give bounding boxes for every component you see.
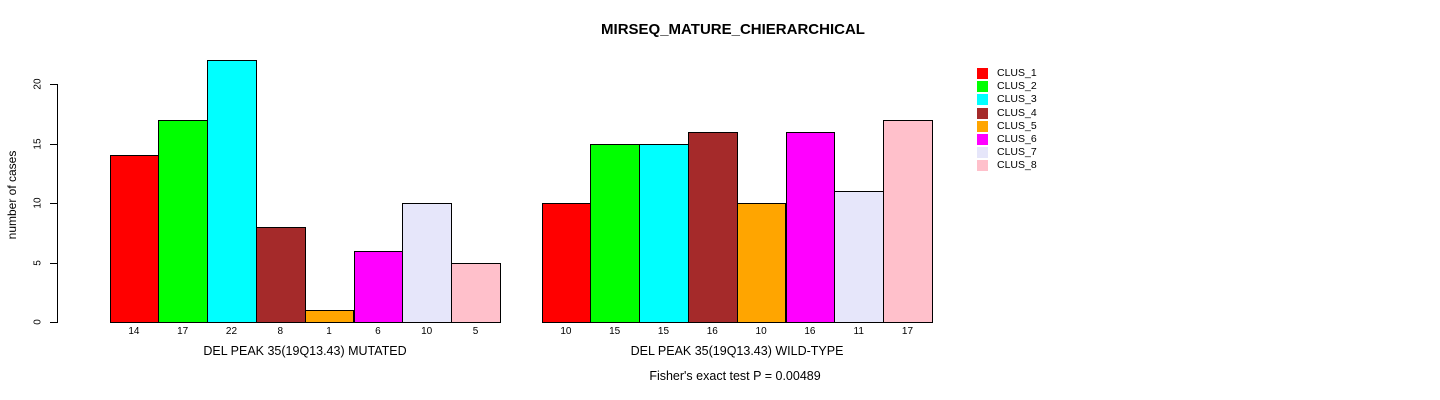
y-tick-label: 10 xyxy=(32,197,44,209)
bar xyxy=(207,60,257,323)
legend-label: CLUS_8 xyxy=(997,159,1037,172)
bar-value-label: 16 xyxy=(804,326,816,337)
legend-swatch xyxy=(977,81,988,93)
bar-value-label: 5 xyxy=(472,326,479,337)
y-axis-title: number of cases xyxy=(5,150,19,240)
legend-label: CLUS_3 xyxy=(997,93,1037,106)
bar xyxy=(834,191,885,323)
legend-label: CLUS_4 xyxy=(997,106,1037,119)
footer-annotation: Fisher's exact test P = 0.00489 xyxy=(649,369,821,383)
legend-label: CLUS_6 xyxy=(997,133,1037,145)
bar xyxy=(785,131,836,323)
bar xyxy=(590,143,641,323)
bar-value-label: 10 xyxy=(560,326,572,337)
bar xyxy=(353,250,404,323)
bar xyxy=(883,119,933,323)
bar xyxy=(255,226,306,323)
bar-value-label: 10 xyxy=(755,326,767,337)
group-axis-label-wildtype: DEL PEAK 35(19Q13.43) WILD-TYPE xyxy=(630,344,844,358)
legend-label: CLUS_2 xyxy=(997,80,1037,93)
bar xyxy=(451,262,501,323)
y-axis-tick xyxy=(50,262,57,264)
legend-swatch xyxy=(977,134,988,145)
legend-swatch xyxy=(977,94,988,106)
legend-swatch xyxy=(977,107,988,119)
bar xyxy=(158,119,209,323)
bar-value-label: 8 xyxy=(277,326,284,337)
bar xyxy=(402,203,453,323)
y-axis xyxy=(57,84,58,323)
y-tick-label: 15 xyxy=(32,137,44,150)
y-axis-tick xyxy=(50,203,57,204)
bar-value-label: 17 xyxy=(901,326,914,337)
bar xyxy=(541,203,592,323)
bar-value-label: 15 xyxy=(609,326,621,337)
legend-swatch xyxy=(977,147,988,159)
legend-swatch xyxy=(977,120,988,132)
legend-label: CLUS_1 xyxy=(997,67,1037,79)
group-axis-label-mutated: DEL PEAK 35(19Q13.43) MUTATED xyxy=(203,344,407,358)
y-axis-tick xyxy=(50,322,57,323)
bar-value-label: 10 xyxy=(421,326,433,337)
bar xyxy=(736,203,787,323)
y-axis-tick xyxy=(50,84,57,85)
legend-swatch xyxy=(977,160,988,172)
chart-title: MIRSEQ_MATURE_CHIERARCHICAL xyxy=(601,21,865,38)
y-tick-label: 20 xyxy=(32,78,44,90)
bar xyxy=(687,131,738,323)
y-axis-tick xyxy=(50,143,57,145)
legend-label: CLUS_7 xyxy=(997,146,1037,159)
bar-value-label: 1 xyxy=(326,326,332,337)
bar-value-label: 11 xyxy=(853,326,864,337)
bar-value-label: 6 xyxy=(375,326,381,337)
bar-value-label: 15 xyxy=(657,326,670,337)
bar-value-label: 22 xyxy=(225,326,238,337)
bar-value-label: 16 xyxy=(706,326,718,337)
y-tick-label: 5 xyxy=(32,259,44,266)
y-tick-label: 0 xyxy=(32,319,44,325)
bar-value-label: 14 xyxy=(128,326,140,337)
bar xyxy=(109,155,160,323)
bar-value-label: 17 xyxy=(177,326,189,337)
legend-swatch xyxy=(977,68,988,79)
legend-label: CLUS_5 xyxy=(997,119,1037,132)
bar xyxy=(639,143,689,323)
bar xyxy=(304,310,355,323)
